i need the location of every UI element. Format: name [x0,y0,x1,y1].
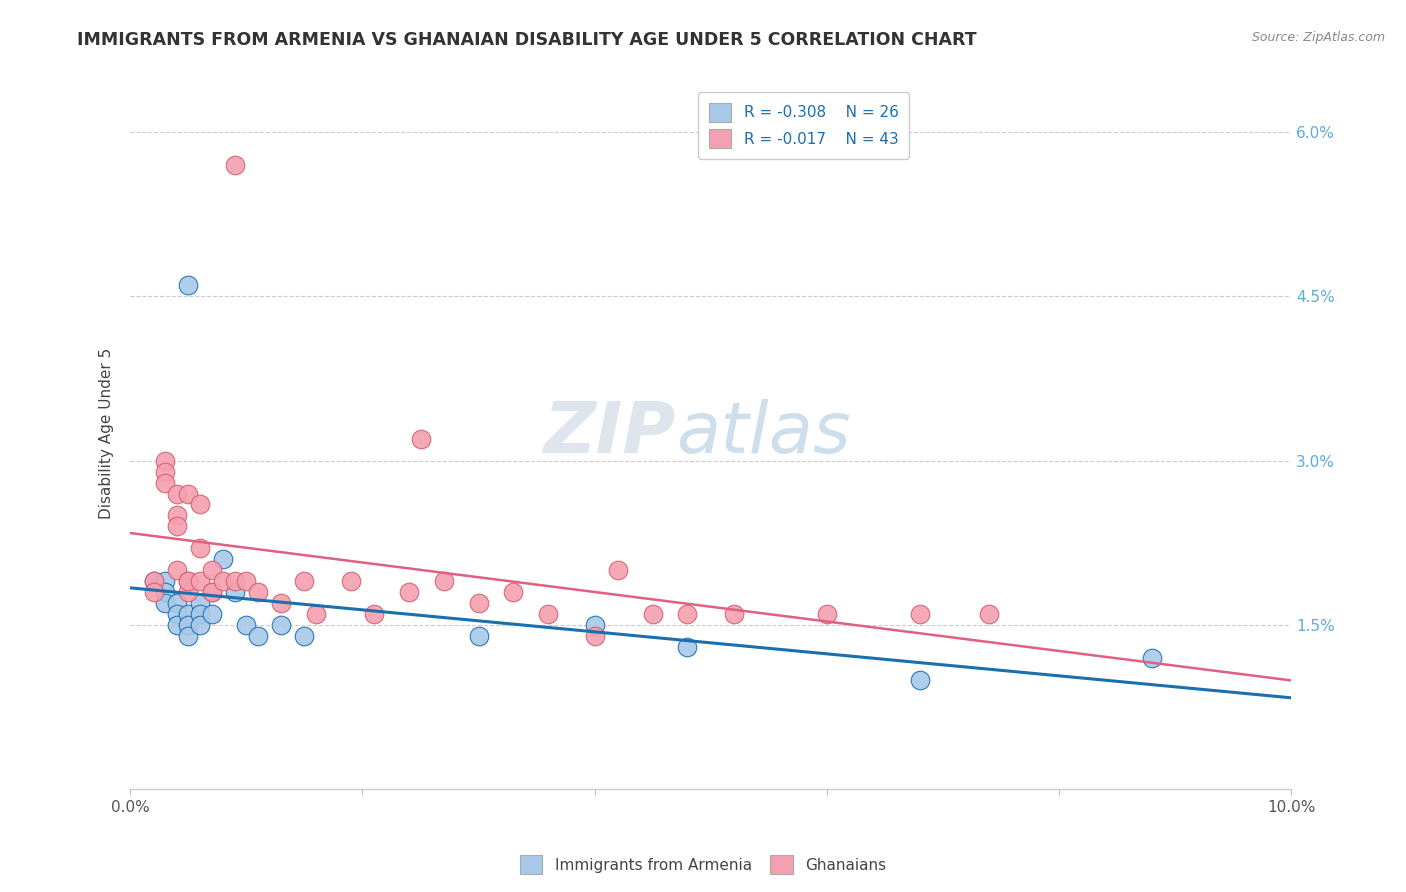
Point [153,574,176,588]
Point [153,585,176,599]
Point [166,508,188,523]
Point [583,629,606,643]
Point [908,673,931,687]
Point [270,618,292,632]
Point [294,574,316,588]
Point [200,585,222,599]
Point [153,475,176,490]
Point [200,563,222,577]
Point [212,574,235,588]
Point [188,541,211,556]
Point [908,607,931,621]
Point [166,563,188,577]
Point [467,596,489,610]
Point [188,498,211,512]
Point [270,596,292,610]
Point [537,607,560,621]
Point [606,563,628,577]
Point [166,618,188,632]
Point [142,574,165,588]
Point [200,607,222,621]
Point [433,574,456,588]
Point [177,278,200,293]
Point [723,607,745,621]
Text: ZIP: ZIP [544,399,676,467]
Point [247,629,270,643]
Point [235,574,257,588]
Point [676,607,699,621]
Point [363,607,385,621]
Point [177,618,200,632]
Point [177,574,200,588]
Point [142,585,165,599]
Point [340,574,363,588]
Legend: R = -0.308    N = 26, R = -0.017    N = 43: R = -0.308 N = 26, R = -0.017 N = 43 [697,92,910,159]
Point [188,596,211,610]
Point [224,574,246,588]
Text: Source: ZipAtlas.com: Source: ZipAtlas.com [1251,31,1385,45]
Point [224,585,246,599]
Point [188,574,211,588]
Point [294,629,316,643]
Point [166,607,188,621]
Point [177,486,200,500]
Point [583,618,606,632]
Point [398,585,420,599]
Point [153,465,176,479]
Point [177,607,200,621]
Point [815,607,838,621]
Point [153,596,176,610]
Text: atlas: atlas [676,399,851,467]
Point [235,618,257,632]
Point [212,552,235,566]
Point [166,596,188,610]
Text: IMMIGRANTS FROM ARMENIA VS GHANAIAN DISABILITY AGE UNDER 5 CORRELATION CHART: IMMIGRANTS FROM ARMENIA VS GHANAIAN DISA… [77,31,977,49]
Point [305,607,328,621]
Point [247,585,270,599]
Point [166,486,188,500]
Point [641,607,664,621]
Point [409,432,432,446]
Point [177,585,200,599]
Point [467,629,489,643]
Point [224,158,246,172]
Point [153,453,176,467]
Point [142,574,165,588]
Point [1140,650,1163,665]
Point [177,629,200,643]
Y-axis label: Disability Age Under 5: Disability Age Under 5 [100,348,114,519]
Point [166,519,188,533]
Legend: Immigrants from Armenia, Ghanaians: Immigrants from Armenia, Ghanaians [513,849,893,880]
Point [188,618,211,632]
Point [979,607,1001,621]
Point [177,574,200,588]
Point [502,585,524,599]
Point [200,585,222,599]
Point [188,607,211,621]
Point [676,640,699,654]
